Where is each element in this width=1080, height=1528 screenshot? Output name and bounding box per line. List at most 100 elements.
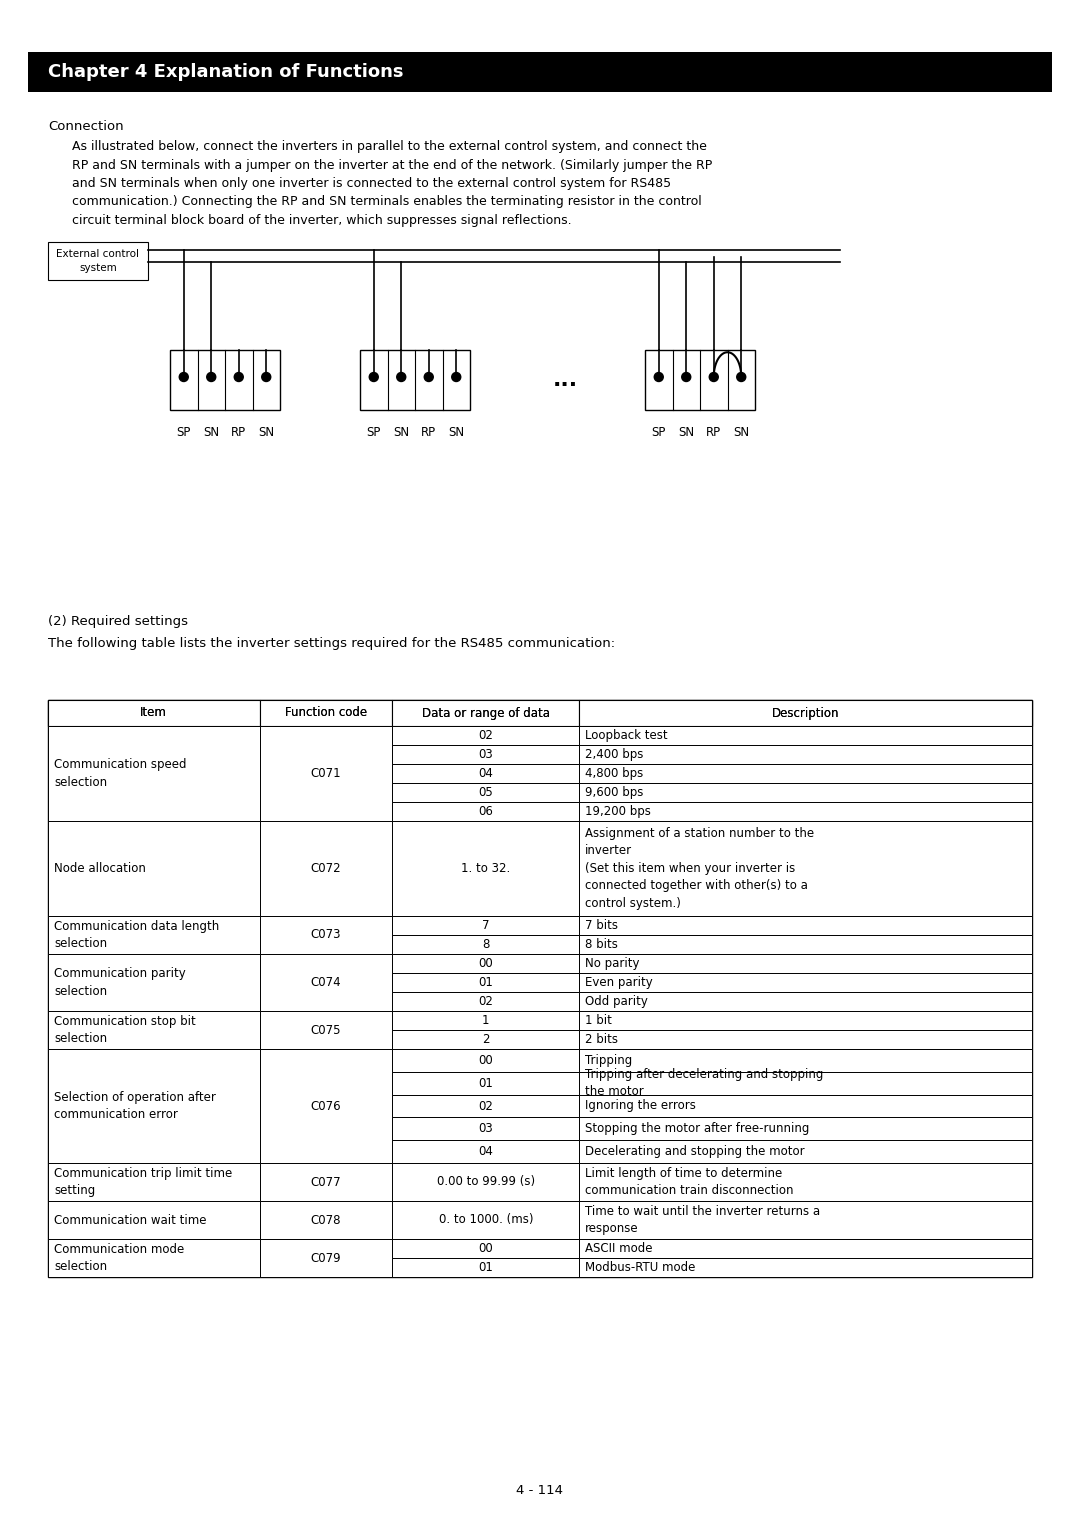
Text: 04: 04 — [478, 767, 494, 779]
Bar — [259, 953, 392, 1012]
Text: Communication stop bit
selection: Communication stop bit selection — [54, 1015, 195, 1045]
Text: Item: Item — [140, 706, 167, 720]
Bar — [170, 350, 280, 410]
Text: 7 bits: 7 bits — [585, 918, 619, 932]
Circle shape — [681, 373, 691, 382]
Text: 7: 7 — [482, 918, 489, 932]
Text: Description: Description — [772, 706, 839, 720]
Text: C071: C071 — [311, 767, 341, 779]
Text: (2) Required settings: (2) Required settings — [48, 614, 188, 628]
Bar — [579, 821, 1032, 915]
Bar — [579, 1030, 1032, 1050]
Text: SP: SP — [366, 426, 381, 439]
Text: 05: 05 — [478, 785, 494, 799]
Bar — [579, 700, 1032, 726]
Bar — [579, 1239, 1032, 1258]
Bar — [259, 1163, 392, 1201]
Bar — [259, 821, 392, 915]
Bar — [579, 700, 1032, 726]
Bar — [48, 241, 148, 280]
Bar — [48, 1201, 259, 1239]
Bar — [48, 1050, 259, 1163]
Bar — [579, 935, 1032, 953]
Text: 9,600 bps: 9,600 bps — [585, 785, 644, 799]
Text: Chapter 4 Explanation of Functions: Chapter 4 Explanation of Functions — [48, 63, 404, 81]
Bar — [28, 52, 1052, 92]
Text: 1: 1 — [482, 1015, 489, 1027]
Text: 0. to 1000. (ms): 0. to 1000. (ms) — [438, 1213, 534, 1227]
Text: Odd parity: Odd parity — [585, 995, 648, 1008]
Text: ASCII mode: ASCII mode — [585, 1242, 652, 1254]
Text: Decelerating and stopping the motor: Decelerating and stopping the motor — [585, 1144, 805, 1158]
Bar — [579, 726, 1032, 746]
Text: SN: SN — [448, 426, 464, 439]
Text: Communication trip limit time
setting: Communication trip limit time setting — [54, 1167, 232, 1198]
Bar — [392, 1140, 579, 1163]
Bar — [392, 1163, 579, 1201]
Bar — [579, 992, 1032, 1012]
Bar — [48, 1012, 259, 1050]
Text: 19,200 bps: 19,200 bps — [585, 805, 651, 817]
Text: C072: C072 — [311, 862, 341, 876]
Bar — [579, 1258, 1032, 1277]
Bar — [579, 1012, 1032, 1030]
Bar — [392, 1117, 579, 1140]
Text: SN: SN — [258, 426, 274, 439]
Bar — [259, 1012, 392, 1050]
Text: RP: RP — [231, 426, 246, 439]
Text: 2 bits: 2 bits — [585, 1033, 619, 1047]
Bar — [48, 700, 259, 726]
Text: As illustrated below, connect the inverters in parallel to the external control : As illustrated below, connect the invert… — [72, 141, 712, 228]
Text: C075: C075 — [311, 1024, 341, 1036]
Text: 06: 06 — [478, 805, 494, 817]
Text: 1. to 32.: 1. to 32. — [461, 862, 511, 876]
Bar — [259, 700, 392, 726]
Text: 00: 00 — [478, 1242, 494, 1254]
Text: ...: ... — [553, 370, 578, 390]
Text: Data or range of data: Data or range of data — [422, 706, 550, 720]
Bar — [259, 1239, 392, 1277]
Bar — [392, 700, 579, 726]
Text: 01: 01 — [478, 1077, 494, 1089]
Text: C077: C077 — [311, 1175, 341, 1189]
Bar — [579, 1050, 1032, 1071]
Text: 03: 03 — [478, 749, 494, 761]
Bar — [392, 764, 579, 782]
Bar — [392, 1030, 579, 1050]
Bar — [48, 1163, 259, 1201]
Text: 01: 01 — [478, 976, 494, 989]
Text: Communication mode
selection: Communication mode selection — [54, 1242, 185, 1273]
Text: Modbus-RTU mode: Modbus-RTU mode — [585, 1261, 696, 1274]
Text: 2,400 bps: 2,400 bps — [585, 749, 644, 761]
Circle shape — [424, 373, 433, 382]
Text: External control
system: External control system — [56, 249, 139, 272]
Bar — [579, 1140, 1032, 1163]
Bar — [392, 746, 579, 764]
Text: RP: RP — [421, 426, 436, 439]
Text: Even parity: Even parity — [585, 976, 653, 989]
Text: SN: SN — [678, 426, 694, 439]
Text: SN: SN — [733, 426, 750, 439]
Circle shape — [654, 373, 663, 382]
Bar — [579, 782, 1032, 802]
Bar — [579, 1201, 1032, 1239]
Bar — [392, 726, 579, 746]
Bar — [48, 915, 259, 953]
Text: Time to wait until the inverter returns a
response: Time to wait until the inverter returns … — [585, 1204, 821, 1235]
Text: 04: 04 — [478, 1144, 494, 1158]
Text: Loopback test: Loopback test — [585, 729, 669, 743]
Bar — [48, 700, 259, 726]
Bar — [259, 726, 392, 821]
Text: 4 - 114: 4 - 114 — [516, 1484, 564, 1496]
Bar — [579, 915, 1032, 935]
Bar — [392, 802, 579, 821]
Text: Function code: Function code — [285, 706, 367, 720]
Text: SP: SP — [651, 426, 666, 439]
Text: The following table lists the inverter settings required for the RS485 communica: The following table lists the inverter s… — [48, 637, 616, 649]
Text: Tripping after decelerating and stopping
the motor: Tripping after decelerating and stopping… — [585, 1068, 824, 1099]
Text: 02: 02 — [478, 729, 494, 743]
Circle shape — [369, 373, 378, 382]
Text: 2: 2 — [482, 1033, 489, 1047]
Text: Limit length of time to determine
communication train disconnection: Limit length of time to determine commun… — [585, 1167, 794, 1198]
Text: Connection: Connection — [48, 121, 123, 133]
